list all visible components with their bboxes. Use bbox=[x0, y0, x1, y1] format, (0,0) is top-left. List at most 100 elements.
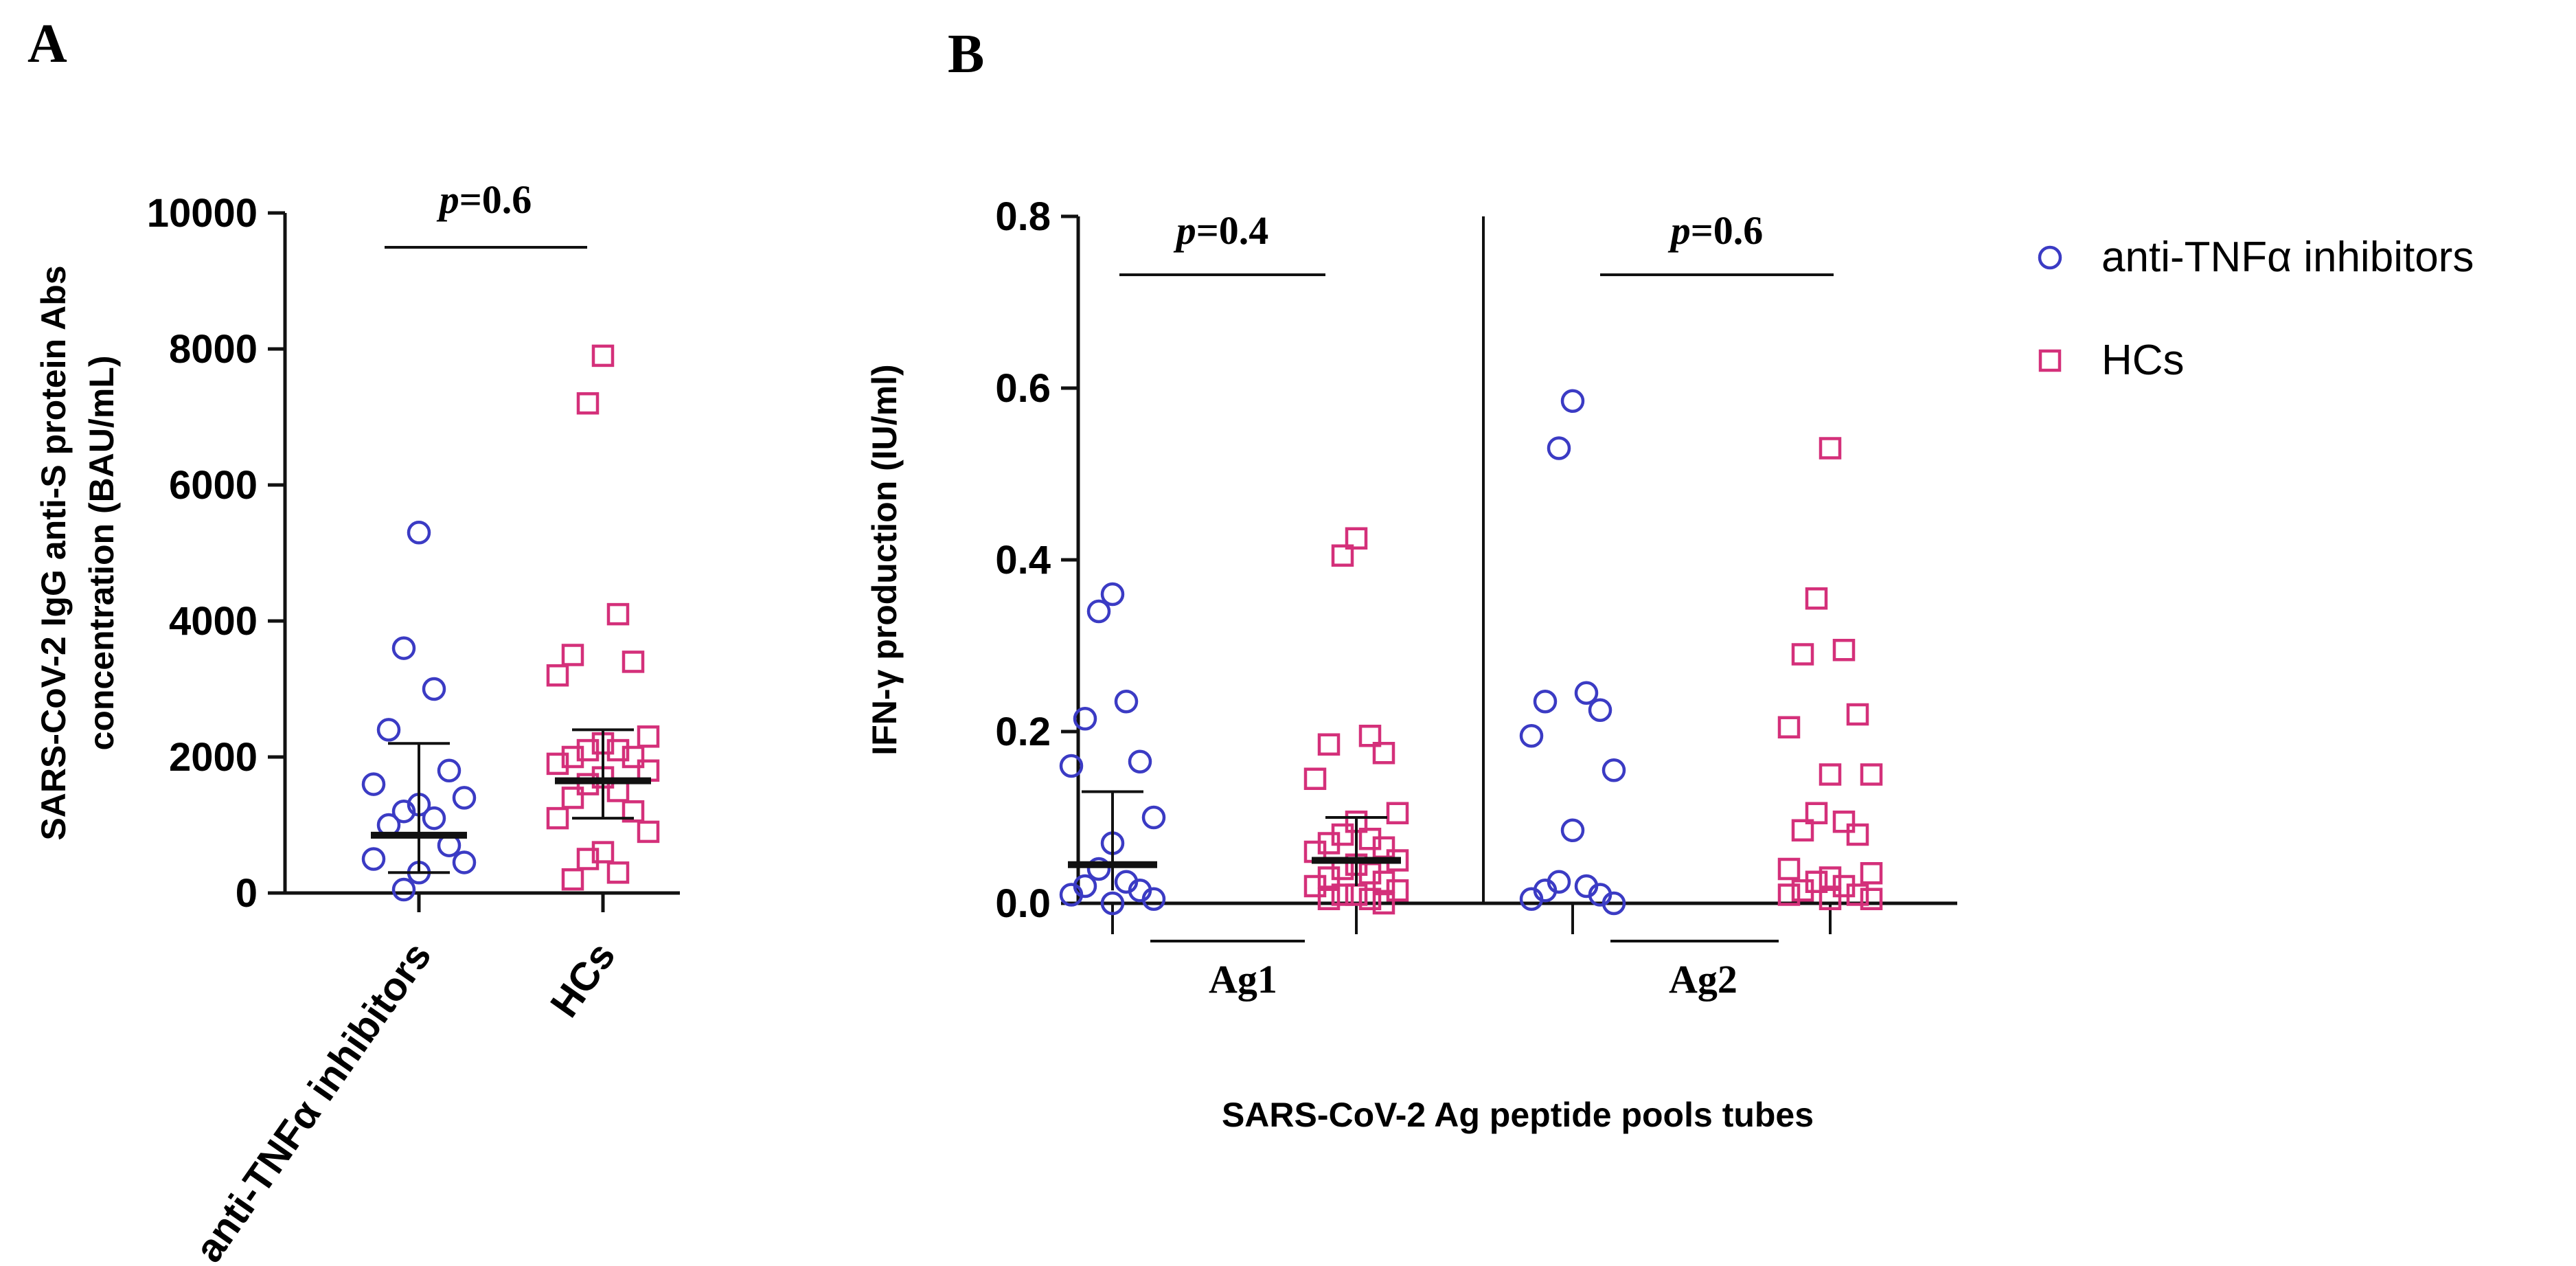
data-point bbox=[546, 752, 569, 776]
data-point bbox=[1100, 582, 1125, 607]
y-axis-label-a: concentration (BAU/mL) bbox=[82, 356, 121, 751]
data-point bbox=[561, 644, 584, 666]
group-label: Ag1 bbox=[1209, 957, 1277, 1002]
data-point bbox=[1100, 891, 1125, 916]
data-point bbox=[1777, 883, 1801, 906]
data-point bbox=[1086, 599, 1111, 624]
data-point bbox=[1317, 888, 1341, 910]
data-point bbox=[546, 664, 569, 687]
data-point bbox=[1386, 879, 1409, 902]
panel-a: 0 2000 4000 6000 8000 10000 anti-TNFα inhibito… bbox=[34, 177, 680, 1266]
p-value-a: p=0.6 bbox=[436, 177, 532, 222]
x-tick-label-a: anti-TNFα inhibitors bbox=[186, 934, 440, 1266]
data-point bbox=[1331, 544, 1354, 567]
data-point bbox=[1331, 883, 1354, 906]
data-point bbox=[452, 850, 477, 874]
data-point bbox=[1860, 763, 1883, 786]
data-point bbox=[1805, 802, 1828, 824]
data-point bbox=[1602, 758, 1626, 782]
x-tick-label-a: HCs bbox=[542, 934, 624, 1025]
data-point bbox=[591, 841, 615, 863]
y-axis-label-b: IFN-γ production (IU/ml) bbox=[865, 364, 904, 755]
data-point bbox=[361, 772, 386, 796]
data-point bbox=[1059, 754, 1084, 778]
data-point bbox=[1372, 892, 1395, 915]
data-point bbox=[1560, 818, 1585, 842]
data-point bbox=[1846, 703, 1869, 726]
data-point bbox=[1547, 436, 1571, 460]
y-tick-label-a: 0 bbox=[236, 871, 258, 916]
data-point bbox=[1386, 802, 1409, 824]
data-point bbox=[561, 787, 584, 809]
data-point bbox=[1791, 643, 1814, 666]
data-point bbox=[1533, 690, 1558, 714]
y-tick-label-a: 8000 bbox=[169, 327, 258, 372]
data-point bbox=[422, 806, 446, 830]
data-point bbox=[622, 800, 645, 823]
legend-marker bbox=[2038, 349, 2062, 372]
data-point bbox=[1073, 707, 1097, 731]
data-point bbox=[1372, 742, 1395, 765]
data-point bbox=[1128, 749, 1152, 773]
y-tick-label-a: 10000 bbox=[147, 191, 258, 236]
data-point bbox=[1777, 857, 1801, 881]
data-point bbox=[1358, 888, 1382, 910]
data-point bbox=[1846, 883, 1869, 906]
legend-label: anti-TNFα inhibitors bbox=[2101, 234, 2474, 281]
y-axis-label-a: SARS-CoV-2 IgG anti-S protein Abs bbox=[34, 265, 73, 840]
data-point bbox=[591, 344, 615, 368]
data-point bbox=[606, 861, 630, 884]
data-point bbox=[561, 745, 584, 769]
legend-label: HCs bbox=[2101, 337, 2185, 384]
legend-marker bbox=[2038, 245, 2062, 270]
data-point bbox=[437, 758, 461, 783]
p-value-b: p=0.6 bbox=[1667, 208, 1764, 253]
data-point bbox=[561, 868, 584, 891]
data-point bbox=[606, 738, 630, 762]
data-point bbox=[622, 651, 645, 673]
panel-b: 0.0 0.2 0.4 0.6 0.8 IFN-γ production (IU/ml) S… bbox=[865, 194, 1957, 1134]
data-point bbox=[376, 718, 401, 742]
data-point bbox=[622, 745, 645, 769]
data-point bbox=[606, 602, 630, 626]
data-point bbox=[1560, 389, 1585, 413]
data-point bbox=[1805, 587, 1828, 610]
data-point bbox=[576, 738, 600, 762]
data-point bbox=[1086, 857, 1111, 881]
x-axis-label-b: SARS-CoV-2 Ag peptide pools tubes bbox=[1222, 1096, 1814, 1134]
y-tick-label-b: 0.2 bbox=[995, 710, 1051, 754]
data-point bbox=[361, 847, 386, 871]
y-tick-label-a: 6000 bbox=[169, 463, 258, 508]
data-point bbox=[1114, 690, 1139, 714]
data-point bbox=[576, 848, 600, 870]
data-point bbox=[391, 877, 416, 902]
data-point bbox=[1345, 527, 1368, 550]
data-point bbox=[422, 677, 446, 701]
data-point bbox=[1860, 862, 1883, 885]
data-point bbox=[1519, 887, 1544, 911]
y-tick-label-b: 0.0 bbox=[995, 881, 1051, 926]
data-point bbox=[637, 725, 660, 748]
data-point bbox=[1303, 767, 1327, 790]
data-point bbox=[407, 521, 431, 545]
data-point bbox=[1358, 725, 1382, 747]
data-point bbox=[1832, 639, 1856, 662]
data-point bbox=[1819, 763, 1842, 786]
data-point bbox=[637, 820, 660, 844]
y-tick-label-b: 0.8 bbox=[995, 194, 1051, 239]
data-point bbox=[1317, 733, 1341, 756]
data-point bbox=[1059, 883, 1084, 907]
data-point bbox=[1777, 716, 1801, 738]
data-point bbox=[1819, 888, 1842, 910]
data-point bbox=[1519, 724, 1544, 748]
data-point bbox=[391, 799, 416, 824]
data-point bbox=[1141, 887, 1166, 911]
data-point bbox=[1574, 681, 1599, 705]
data-point bbox=[1602, 891, 1626, 916]
data-point bbox=[1832, 811, 1856, 833]
panel-letter-a: A bbox=[27, 14, 67, 74]
data-point bbox=[1588, 698, 1612, 722]
data-point bbox=[391, 636, 416, 660]
data-point bbox=[452, 786, 477, 810]
